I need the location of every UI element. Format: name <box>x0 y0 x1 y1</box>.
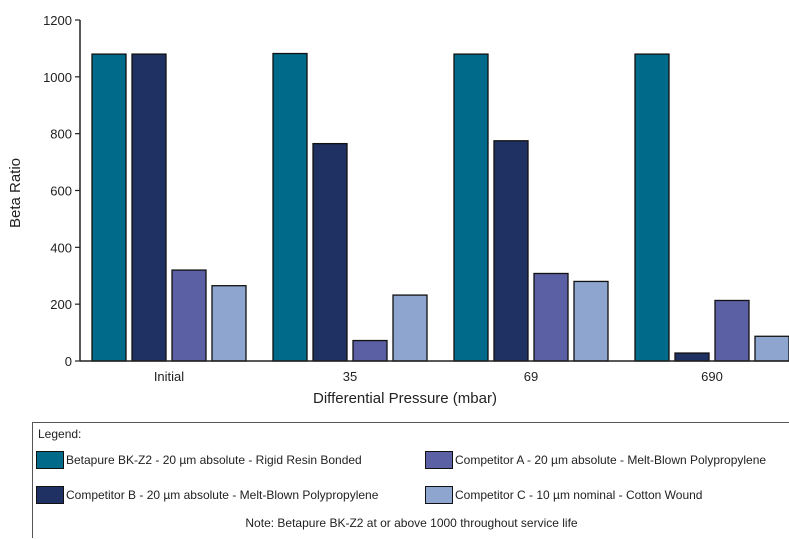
y-tick-label: 400 <box>50 240 72 255</box>
legend-item-competitor-c: Competitor C - 10 µm nominal - Cotton Wo… <box>425 486 702 504</box>
legend-swatch-competitor-a <box>425 451 453 469</box>
x-axis: Initial 35 69 690 <box>80 360 789 384</box>
legend-label-betapure: Betapure BK-Z2 - 20 µm absolute - Rigid … <box>66 453 362 467</box>
legend-swatch-competitor-c <box>425 486 453 504</box>
y-tick-label: 200 <box>50 297 72 312</box>
bars-group <box>91 52 789 362</box>
bar <box>634 53 670 362</box>
legend-item-betapure: Betapure BK-Z2 - 20 µm absolute - Rigid … <box>36 451 362 469</box>
bar <box>91 53 127 362</box>
bar <box>352 339 388 362</box>
legend-item-competitor-a: Competitor A - 20 µm absolute - Melt-Blo… <box>425 451 766 469</box>
bar <box>754 335 789 362</box>
bar-chart: 0 200 400 600 800 1000 1200 Initial 35 69 690 Bet… <box>7 13 789 407</box>
y-axis: 0 200 400 600 800 1000 1200 <box>43 13 81 369</box>
bar <box>714 299 750 362</box>
bar <box>171 269 207 362</box>
legend-swatch-betapure <box>36 451 64 469</box>
bar <box>312 142 348 362</box>
y-tick-label: 0 <box>65 354 72 369</box>
bar <box>573 280 609 362</box>
bar <box>674 352 710 362</box>
x-tick-label: 69 <box>524 369 538 384</box>
bar <box>272 52 308 362</box>
y-axis-title: Beta Ratio <box>7 158 24 228</box>
legend-label-competitor-c: Competitor C - 10 µm nominal - Cotton Wo… <box>455 488 703 502</box>
legend-label-competitor-b: Competitor B - 20 µm absolute - Melt-Blo… <box>66 488 379 502</box>
y-tick-label: 1200 <box>43 13 72 28</box>
x-tick-label: 35 <box>343 369 357 384</box>
bar <box>392 294 428 362</box>
legend-note: Note: Betapure BK-Z2 at or above 1000 th… <box>245 516 578 530</box>
legend-swatch-competitor-b <box>36 486 64 504</box>
bar <box>493 140 529 362</box>
legend-title: Legend: <box>38 427 82 441</box>
legend: Legend: Betapure BK-Z2 - 20 µm absolute … <box>32 422 789 538</box>
bar <box>131 53 167 362</box>
x-axis-title: Differential Pressure (mbar) <box>313 390 497 407</box>
bar <box>453 53 489 362</box>
legend-item-competitor-b: Competitor B - 20 µm absolute - Melt-Blo… <box>36 486 378 504</box>
y-tick-label: 1000 <box>43 70 72 85</box>
y-tick-label: 800 <box>50 127 72 142</box>
x-tick-label: Initial <box>154 369 184 384</box>
y-tick-label: 600 <box>50 184 72 199</box>
bar <box>211 285 247 362</box>
legend-label-competitor-a: Competitor A - 20 µm absolute - Melt-Blo… <box>455 453 767 467</box>
bar <box>533 272 569 362</box>
x-tick-label: 690 <box>701 369 723 384</box>
